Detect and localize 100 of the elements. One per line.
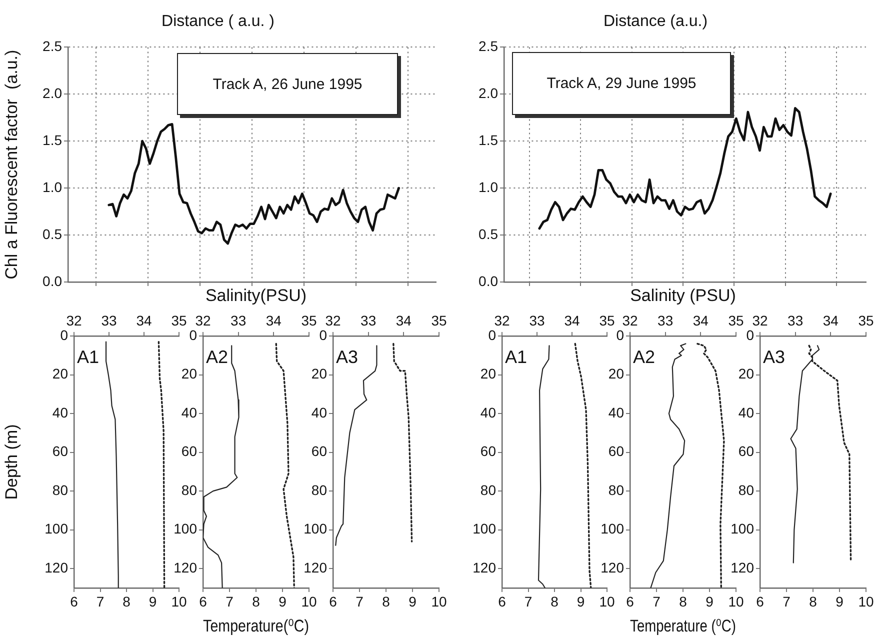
x-tick-label: 8	[122, 593, 131, 610]
x2-tick-label: 35	[599, 312, 615, 328]
y-tick-label: 40	[608, 404, 624, 420]
y-tick-label: 100	[472, 520, 496, 537]
x-tick-label: 7	[226, 593, 234, 610]
x-tick-label: 8	[252, 593, 260, 610]
x-tick-label: 7	[96, 593, 104, 610]
x-tick-label: 9	[408, 593, 417, 610]
y-tick-label: 120	[600, 559, 624, 576]
y-tick-label: 0.5	[42, 226, 62, 242]
x2-axis-title: Salinity (PSU)	[630, 286, 736, 305]
x-tick-label: 6	[199, 593, 208, 610]
y-tick-label: 100	[174, 520, 198, 537]
y-tick-label: 60	[738, 443, 754, 460]
y-tick-label: 100	[304, 520, 328, 537]
y-tick-label: 1.0	[478, 178, 498, 195]
y-tick-label: 20	[738, 366, 754, 382]
y-tick-label: 20	[480, 366, 496, 382]
x2-tick-label: 33	[101, 312, 117, 328]
y-tick-label: 0	[746, 326, 754, 343]
annotation: A1	[77, 346, 100, 367]
y-tick-label: 80	[181, 482, 198, 498]
x-tick-label: 10	[858, 593, 874, 610]
annotation: A2	[633, 346, 656, 367]
chart-title: Distance ( a.u. )	[162, 13, 274, 30]
x-axis-title: Temperature(⁰C)	[203, 617, 309, 636]
y-tick-label: 0.5	[478, 226, 498, 242]
x2-tick-label: 33	[788, 312, 804, 328]
y-tick-label: 20	[311, 366, 328, 382]
x-tick-label: 9	[706, 593, 714, 610]
x2-tick-label: 34	[266, 312, 282, 328]
x-tick-label: 9	[576, 593, 585, 610]
annotation: A3	[763, 346, 786, 367]
x2-tick-label: 33	[230, 312, 246, 328]
y-axis-title: Chl a Fluorescent factor (a.u.)	[2, 50, 21, 280]
x-tick-label: 6	[329, 593, 338, 610]
y-tick-label: 80	[608, 482, 624, 498]
x2-tick-label: 32	[494, 312, 510, 328]
y-tick-label: 120	[174, 559, 198, 576]
x2-tick-label: 32	[195, 312, 211, 328]
y-tick-label: 40	[738, 404, 754, 420]
x2-tick-label: 35	[431, 312, 447, 328]
y-tick-label: 80	[52, 482, 68, 498]
y-tick-label: 2.5	[478, 38, 498, 54]
y-tick-label: 1.5	[478, 132, 498, 148]
x2-tick-label: 34	[396, 312, 412, 328]
x-axis-title: Temperature (⁰C)	[630, 617, 736, 636]
y-tick-label: 120	[304, 559, 328, 576]
x2-tick-label: 32	[325, 312, 341, 328]
x2-tick-label: 34	[136, 312, 152, 328]
x-tick-label: 10	[171, 593, 187, 610]
y-tick-label: 60	[52, 443, 68, 460]
y-tick-label: 40	[311, 404, 328, 420]
y-tick-label: 100	[44, 520, 68, 537]
x-tick-label: 8	[382, 593, 390, 610]
y-tick-label: 0	[616, 326, 624, 343]
x2-tick-label: 35	[301, 312, 317, 328]
y-tick-label: 40	[480, 404, 496, 420]
y-tick-label: 80	[480, 482, 496, 498]
x-tick-label: 10	[599, 593, 615, 610]
y-tick-label: 0	[488, 326, 496, 343]
x2-tick-label: 33	[360, 312, 376, 328]
y-tick-label: 0	[189, 326, 198, 343]
x-tick-label: 9	[278, 593, 287, 610]
y-tick-label: 60	[181, 443, 198, 460]
x-tick-label: 8	[809, 593, 818, 610]
x-tick-label: 7	[524, 593, 532, 610]
x2-tick-label: 32	[66, 312, 82, 328]
x-tick-label: 8	[550, 593, 559, 610]
x-tick-label: 8	[679, 593, 688, 610]
y-tick-label: 2.5	[42, 38, 62, 54]
text-box: Track A, 26 June 1995	[177, 53, 398, 115]
annotation: A3	[336, 346, 358, 367]
annotation: A1	[505, 346, 528, 367]
x-tick-label: 7	[782, 593, 791, 610]
y-tick-label: 40	[52, 404, 68, 420]
y-tick-label: 80	[311, 482, 328, 498]
x-tick-label: 6	[756, 593, 764, 610]
x-tick-label: 10	[431, 593, 447, 610]
y-tick-label: 80	[738, 482, 754, 498]
y-tick-label: 120	[730, 559, 754, 576]
y-tick-label: 2.0	[42, 85, 62, 102]
x2-tick-label: 34	[692, 312, 709, 328]
y-tick-label: 100	[730, 520, 754, 537]
y-tick-label: 0	[60, 326, 68, 343]
y-tick-label: 20	[181, 366, 198, 382]
y-tick-label: 20	[52, 366, 68, 382]
x-tick-label: 6	[626, 593, 634, 610]
text-box: Track A, 29 June 1995	[512, 52, 731, 115]
y-tick-label: 0.0	[478, 272, 498, 289]
y-tick-label: 60	[480, 443, 496, 460]
chart-title: Distance (a.u.)	[603, 13, 708, 30]
x2-axis-title: Salinity(PSU)	[205, 286, 307, 305]
y-tick-label: 60	[311, 443, 328, 460]
x-tick-label: 9	[836, 593, 844, 610]
y-tick-label: 2.0	[478, 85, 498, 102]
y-tick-label: 1.0	[42, 178, 62, 195]
x-tick-label: 9	[148, 593, 157, 610]
x-tick-label: 10	[301, 593, 317, 610]
x-tick-label: 10	[728, 593, 744, 610]
